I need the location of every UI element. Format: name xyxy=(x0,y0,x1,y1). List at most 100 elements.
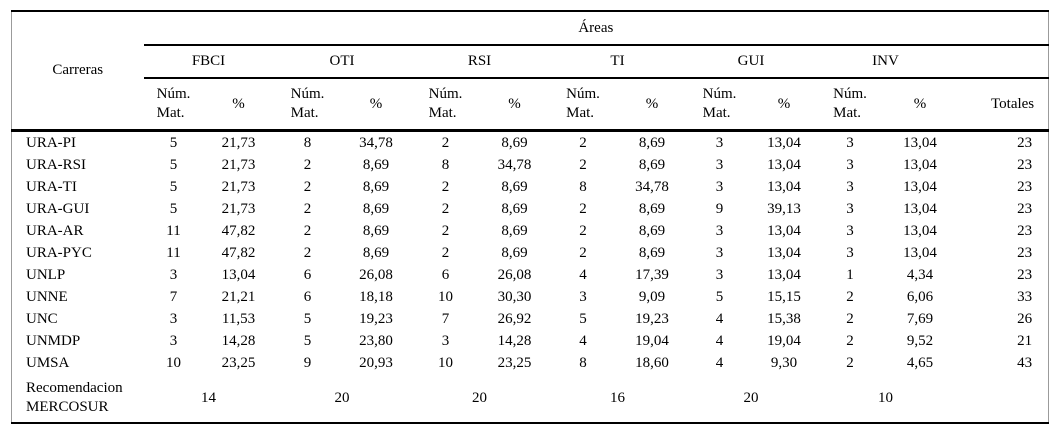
inv-num-cell: 3 xyxy=(846,244,854,261)
total-cell: 23 xyxy=(1017,222,1033,239)
total-cell: 26 xyxy=(1017,310,1033,327)
gui-num-cell: 3 xyxy=(715,134,724,151)
fbci-pct-cell: 21,73 xyxy=(221,200,256,217)
gui-num-cell: 3 xyxy=(715,156,724,173)
inv-pct-cell: 6,06 xyxy=(906,288,934,305)
footer-label-cell: Recomendacion MERCOSUR xyxy=(12,374,144,423)
gui-num-cell: 4 xyxy=(715,354,724,371)
gui-num-cell: 3 xyxy=(715,222,724,239)
table-row: URA-RSI 5 21,73 2 8,69 8 34,78 2 8,69 3 … xyxy=(12,154,1049,176)
ti-num-cell: 2 xyxy=(579,134,587,151)
fbci-pct-cell: 47,82 xyxy=(221,222,256,239)
oti-pct-cell: 23,80 xyxy=(359,332,393,349)
footer-row: Recomendacion MERCOSUR 14 20 20 16 20 10 xyxy=(12,374,1049,423)
rsi-num-cell: 2 xyxy=(441,244,450,261)
pct-header-rsi: % xyxy=(480,78,549,132)
ti-pct-cell: 9,09 xyxy=(638,288,666,305)
footer-fbci-value: 14 xyxy=(201,389,216,406)
carrera-cell: UNNE xyxy=(26,288,68,305)
carrera-cell: UMSA xyxy=(26,354,70,371)
footer-totales-empty-cell xyxy=(956,374,1049,423)
oti-pct-cell: 8,69 xyxy=(362,222,390,239)
num-mat-label: Núm. Mat. xyxy=(428,86,463,121)
gui-num-cell: 3 xyxy=(715,178,724,195)
total-cell: 21 xyxy=(1017,332,1033,349)
inv-num-cell: 3 xyxy=(846,178,854,195)
footer-gui-value: 20 xyxy=(743,389,759,406)
rsi-pct-cell: 30,30 xyxy=(497,288,532,305)
total-cell: 23 xyxy=(1017,244,1033,261)
total-cell: 23 xyxy=(1017,156,1033,173)
rsi-num-cell: 2 xyxy=(441,200,450,217)
fbci-pct-cell: 21,73 xyxy=(221,156,256,173)
rsi-pct-cell: 26,92 xyxy=(497,310,532,327)
carrera-cell: URA-AR xyxy=(26,222,84,239)
ti-pct-cell: 17,39 xyxy=(635,266,669,283)
num-mat-header-rsi: Núm. Mat. xyxy=(410,78,481,132)
inv-pct-cell: 13,04 xyxy=(903,222,937,239)
carrera-cell: UNMDP xyxy=(26,332,81,349)
ti-num-cell: 2 xyxy=(579,222,587,239)
num-mat-label: Núm. Mat. xyxy=(156,86,191,121)
table-row: URA-PYC 11 47,82 2 8,69 2 8,69 2 8,69 3 … xyxy=(12,242,1049,264)
gui-num-cell: 5 xyxy=(715,288,724,305)
inv-pct-cell: 13,04 xyxy=(903,156,937,173)
ti-pct-cell: 19,04 xyxy=(635,332,669,349)
fbci-num-cell: 11 xyxy=(166,222,181,239)
fbci-pct-cell: 47,82 xyxy=(221,244,256,261)
inv-pct-cell: 13,04 xyxy=(903,134,937,151)
ti-pct-cell: 8,69 xyxy=(638,156,666,173)
rsi-num-cell: 7 xyxy=(441,310,450,327)
table-row: UNNE 7 21,21 6 18,18 10 30,30 3 9,09 5 1… xyxy=(12,286,1049,308)
gui-pct-cell: 13,04 xyxy=(767,244,801,261)
oti-pct-cell: 8,69 xyxy=(362,244,390,261)
gui-pct-cell: 39,13 xyxy=(767,200,801,217)
inv-num-cell: 2 xyxy=(846,310,854,327)
pct-header-gui: % xyxy=(752,78,816,132)
carreras-header-cell: Carreras xyxy=(11,11,144,132)
table-row: URA-PI 5 21,73 8 34,78 2 8,69 2 8,69 3 1… xyxy=(12,131,1049,155)
fbci-num-cell: 3 xyxy=(169,266,178,283)
ti-num-cell: 2 xyxy=(579,200,587,217)
gui-num-cell: 4 xyxy=(715,332,724,349)
gui-num-cell: 3 xyxy=(715,266,724,283)
num-mat-header-ti: Núm. Mat. xyxy=(548,78,618,132)
gui-num-cell: 4 xyxy=(715,310,724,327)
areas-header-row: Carreras Áreas xyxy=(11,11,1049,132)
fbci-num-cell: 5 xyxy=(169,178,178,195)
total-cell: 23 xyxy=(1017,178,1033,195)
rsi-pct-cell: 8,69 xyxy=(501,200,528,217)
rsi-pct-cell: 34,78 xyxy=(497,156,532,173)
rsi-pct-cell: 8,69 xyxy=(501,222,528,239)
gui-pct-cell: 9,30 xyxy=(770,354,798,371)
pct-header-oti: % xyxy=(341,78,411,132)
pct-header-fbci: % xyxy=(203,78,274,132)
careers-areas-table: Carreras Áreas FBCI OTI RSI TI GUI INV N… xyxy=(11,10,1050,424)
inv-num-cell: 1 xyxy=(846,266,854,283)
gui-pct-cell: 13,04 xyxy=(767,222,801,239)
carrera-cell: URA-PYC xyxy=(26,244,92,261)
inv-pct-cell: 13,04 xyxy=(903,244,937,261)
table-row: URA-GUI 5 21,73 2 8,69 2 8,69 2 8,69 9 3… xyxy=(12,198,1049,220)
ti-pct-cell: 8,69 xyxy=(638,200,666,217)
ti-num-cell: 2 xyxy=(579,156,587,173)
num-mat-label: Núm. Mat. xyxy=(290,86,325,121)
fbci-num-cell: 5 xyxy=(169,156,178,173)
table-row: UNMDP 3 14,28 5 23,80 3 14,28 4 19,04 4 … xyxy=(12,330,1049,352)
inv-num-cell: 3 xyxy=(846,222,854,239)
ti-num-cell: 8 xyxy=(579,354,587,371)
gui-pct-cell: 15,38 xyxy=(767,310,801,327)
table-row: UNLP 3 13,04 6 26,08 6 26,08 4 17,39 3 1… xyxy=(12,264,1049,286)
inv-pct-cell: 13,04 xyxy=(903,178,937,195)
oti-num-cell: 5 xyxy=(303,332,312,349)
inv-pct-cell: 4,34 xyxy=(906,266,934,283)
total-cell: 23 xyxy=(1017,134,1033,151)
group-header-rsi: RSI xyxy=(410,45,549,79)
fbci-pct-cell: 21,73 xyxy=(221,134,256,151)
pct-header-inv: % xyxy=(884,78,956,132)
inv-num-cell: 2 xyxy=(846,332,854,349)
footer-ti-value: 16 xyxy=(610,389,625,406)
oti-num-cell: 8 xyxy=(303,134,312,151)
rsi-num-cell: 2 xyxy=(441,222,450,239)
